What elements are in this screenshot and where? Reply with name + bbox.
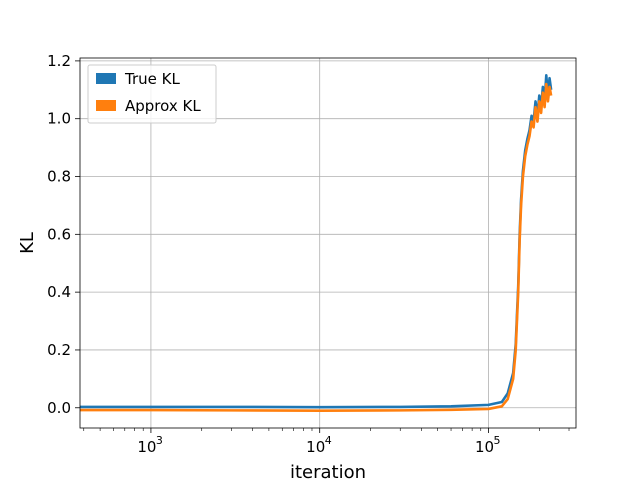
legend-box	[87, 64, 217, 124]
x-axis-label: iteration	[290, 462, 366, 480]
y-tick-label: 0.8	[47, 168, 71, 186]
legend: True KL Approx KL	[87, 64, 217, 124]
x-axis-ticks: 10 3 10 4 10 5	[83, 428, 570, 456]
y-tick-label: 0.2	[47, 341, 71, 359]
x-tick-label-exponent: 5	[493, 434, 500, 447]
y-tick-label: 0.6	[47, 225, 71, 243]
y-tick-label: 1.0	[47, 110, 71, 128]
x-tick-label: 10	[137, 438, 156, 456]
plot-frame	[79, 57, 577, 429]
legend-swatch-true-kl	[96, 73, 116, 84]
y-tick-label: 0.0	[47, 399, 71, 417]
y-tick-label: 1.2	[47, 52, 71, 70]
x-tick-label-exponent: 3	[156, 434, 163, 447]
series-line-approx-kl	[80, 82, 553, 412]
y-axis-ticks: 0.0 0.2 0.4 0.6 0.8 1.0 1.2	[47, 52, 80, 417]
y-axis-label: KL	[17, 232, 38, 254]
x-tick-label-exponent: 4	[325, 434, 332, 447]
x-tick-label: 10	[306, 438, 325, 456]
legend-label-approx-kl: Approx KL	[125, 97, 201, 115]
series-layer	[80, 74, 553, 412]
legend-swatch-approx-kl	[96, 100, 116, 111]
y-tick-label: 0.4	[47, 283, 71, 301]
x-tick-label: 10	[475, 438, 494, 456]
legend-label-true-kl: True KL	[124, 70, 180, 88]
